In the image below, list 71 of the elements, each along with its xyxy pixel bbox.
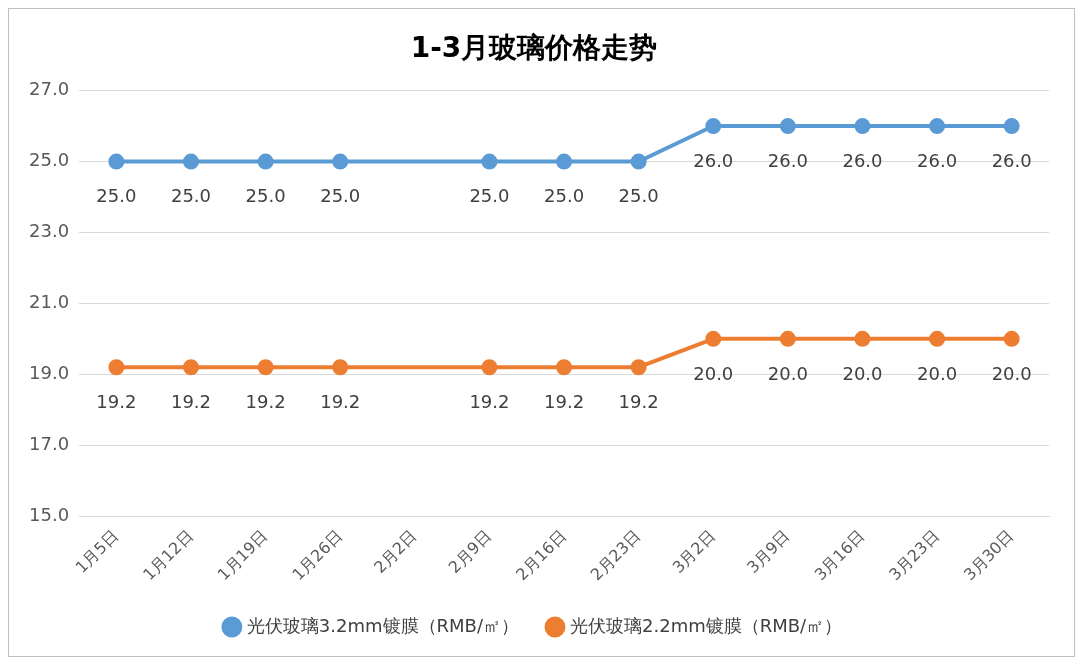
- point: [332, 359, 349, 376]
- data-label: 20.0: [767, 362, 808, 384]
- point: [481, 359, 498, 376]
- point: [854, 330, 871, 347]
- data-label: 19.2: [320, 390, 361, 412]
- point: [630, 359, 647, 376]
- data-label: 19.2: [96, 390, 137, 412]
- point: [929, 330, 946, 347]
- data-label: 20.0: [991, 362, 1032, 384]
- data-label: 19.2: [618, 390, 659, 412]
- data-label: 26.0: [991, 149, 1032, 171]
- point: [556, 359, 573, 376]
- legend-label: 光伏玻璃3.2mm镀膜（RMB/㎡）: [246, 614, 520, 636]
- data-label: 20.0: [917, 362, 958, 384]
- data-label: 19.2: [170, 390, 212, 412]
- x-tick-label: 3月9日: [743, 526, 794, 577]
- x-tick-label: 3月23日: [885, 526, 943, 584]
- x-tick-label: 1月26日: [288, 526, 346, 584]
- x-tick-label: 2月2日: [370, 526, 421, 577]
- x-tick-label: 1月5日: [71, 526, 123, 577]
- x-tick-label: 1月12日: [139, 526, 197, 584]
- point: [481, 153, 498, 170]
- data-label: 19.2: [245, 390, 286, 412]
- point: [182, 153, 199, 170]
- data-label: 25.0: [469, 185, 510, 207]
- point: [257, 153, 274, 170]
- y-tick-label: 15.0: [29, 503, 70, 525]
- point: [556, 153, 573, 170]
- data-label: 25.0: [170, 185, 212, 207]
- y-tick-label: 21.0: [29, 291, 70, 313]
- y-tick-label: 19.0: [29, 362, 70, 384]
- data-label: 19.2: [469, 390, 510, 412]
- y-tick-label: 17.0: [29, 432, 70, 454]
- data-label: 20.0: [693, 362, 734, 384]
- data-label: 20.0: [842, 362, 883, 384]
- data-label: 26.0: [693, 149, 734, 171]
- point: [705, 330, 722, 347]
- chart-title: 1-3月玻璃价格走势: [410, 31, 658, 65]
- data-label: 25.0: [320, 185, 361, 207]
- point: [630, 153, 647, 170]
- point: [332, 153, 349, 170]
- point: [929, 118, 946, 135]
- point: [779, 118, 796, 135]
- data-label: 25.0: [618, 185, 659, 207]
- data-label: 26.0: [842, 149, 883, 171]
- x-tick-label: 2月23日: [586, 526, 645, 584]
- y-tick-label: 27.0: [29, 78, 70, 100]
- x-tick-label: 2月9日: [444, 526, 496, 577]
- point: [705, 118, 722, 135]
- point: [182, 359, 199, 376]
- data-label: 25.0: [96, 185, 137, 207]
- x-tick-label: 3月30日: [959, 526, 1018, 584]
- data-label: 25.0: [544, 185, 585, 207]
- y-tick-label: 23.0: [29, 220, 70, 242]
- x-tick-label: 3月2日: [668, 526, 720, 577]
- point: [108, 359, 125, 376]
- point: [108, 153, 125, 170]
- x-tick-label: 1月19日: [213, 526, 272, 584]
- x-tick-label: 3月16日: [810, 526, 869, 584]
- legend-label: 光伏玻璃2.2mm镀膜（RMB/㎡）: [570, 614, 843, 636]
- data-label: 25.0: [245, 185, 286, 207]
- data-label: 19.2: [544, 390, 585, 412]
- point: [854, 118, 871, 135]
- point: [1003, 330, 1020, 347]
- point: [1003, 118, 1020, 135]
- y-tick-label: 25.0: [29, 149, 70, 171]
- data-label: 26.0: [917, 149, 958, 171]
- data-label: 26.0: [767, 149, 808, 171]
- point: [257, 359, 274, 376]
- x-tick-label: 2月16日: [512, 526, 570, 584]
- point: [779, 330, 796, 347]
